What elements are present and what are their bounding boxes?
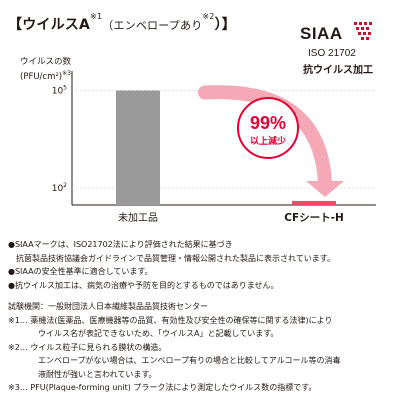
test-organization: 試験機関：一般財団法人日本繊維製品品質技術センター xyxy=(8,302,208,311)
y-tick-label-1: 102 xyxy=(52,182,67,194)
siaa-subtitle: 抗ウイルス加工 xyxy=(303,65,373,76)
chart-title: 【ウイルスA※1（エンベロープあり※2）】 xyxy=(8,12,236,34)
siaa-logo: SIAA ISO 21702 抗ウイルス加工 xyxy=(300,22,378,80)
bar-0 xyxy=(116,90,160,205)
title-footnote-1: ※1 xyxy=(90,12,103,21)
siaa-note-2: ●SIAAの安全性基準に適合しています。 xyxy=(8,267,153,276)
y-tick-label-0: 105 xyxy=(52,85,67,97)
title-footnote-2: ※2 xyxy=(202,12,215,21)
y-axis-label-line1: ウイルスの数 xyxy=(20,57,72,67)
category-label-1: CFシート-H xyxy=(284,212,344,224)
title-paren-open: （エンベロープあり xyxy=(102,19,203,32)
siaa-note-1b: 抗菌製品技術協議会ガイドラインで品質管理・情報公開された製品に表示されています。 xyxy=(16,253,335,263)
siaa-note-3: ●抗ウイルス加工は、病気の治療や予防を目的とするものではありません。 xyxy=(8,280,279,290)
footnote-2c: 液耐性が強いと言われています。 xyxy=(38,369,157,379)
reduction-value: 99% xyxy=(250,113,286,133)
reduction-arrow-head xyxy=(306,180,344,197)
footnote-2b: エンベロープがない場合は、エンベロープ有りの場合と比較してアルコール等の消毒 xyxy=(38,356,341,365)
y-axis-label-note: ※3 xyxy=(62,70,71,77)
notes-section: ●SIAAマークは、ISO21702法により評価された結果に基づき 抗菌製品技術… xyxy=(8,238,394,395)
title-paren-close: ）】 xyxy=(214,17,236,33)
reduction-text: 以上減少 xyxy=(250,135,286,147)
siaa-mark: SIAA xyxy=(300,24,343,43)
footnote-1b: ウイルス名が表記できないため、「ウイルスA」と記載しています。 xyxy=(38,329,279,338)
reduction-badge xyxy=(237,97,299,159)
footnote-3: ※3… PFU(Plaque-forming unit) プラーク法により測定し… xyxy=(8,383,317,392)
footnote-1: ※1… 薬機法(医薬品、医療機器等の品質、有効性及び安全性の確保等に関する法律)… xyxy=(8,315,333,325)
siaa-iso: ISO 21702 xyxy=(308,48,356,59)
y-axis-label: ウイルスの数 (PFU/cm²)※3 xyxy=(20,56,71,83)
category-label-0: 未加工品 xyxy=(118,212,158,224)
bar-chart: 105 102 未加工品 CFシート-H 99% 以上減少 xyxy=(52,71,376,224)
siaa-note-1: ●SIAAマークは、ISO21702法により評価された結果に基づき xyxy=(8,240,233,249)
bar-1 xyxy=(292,200,336,205)
siaa-dots-icon xyxy=(354,22,372,40)
title-main: 【ウイルスA xyxy=(8,17,91,33)
footnote-2: ※2… ウイルス粒子に見られる膜状の構造。 xyxy=(8,342,167,352)
y-axis-label-line2: (PFU/cm²) xyxy=(20,71,63,82)
